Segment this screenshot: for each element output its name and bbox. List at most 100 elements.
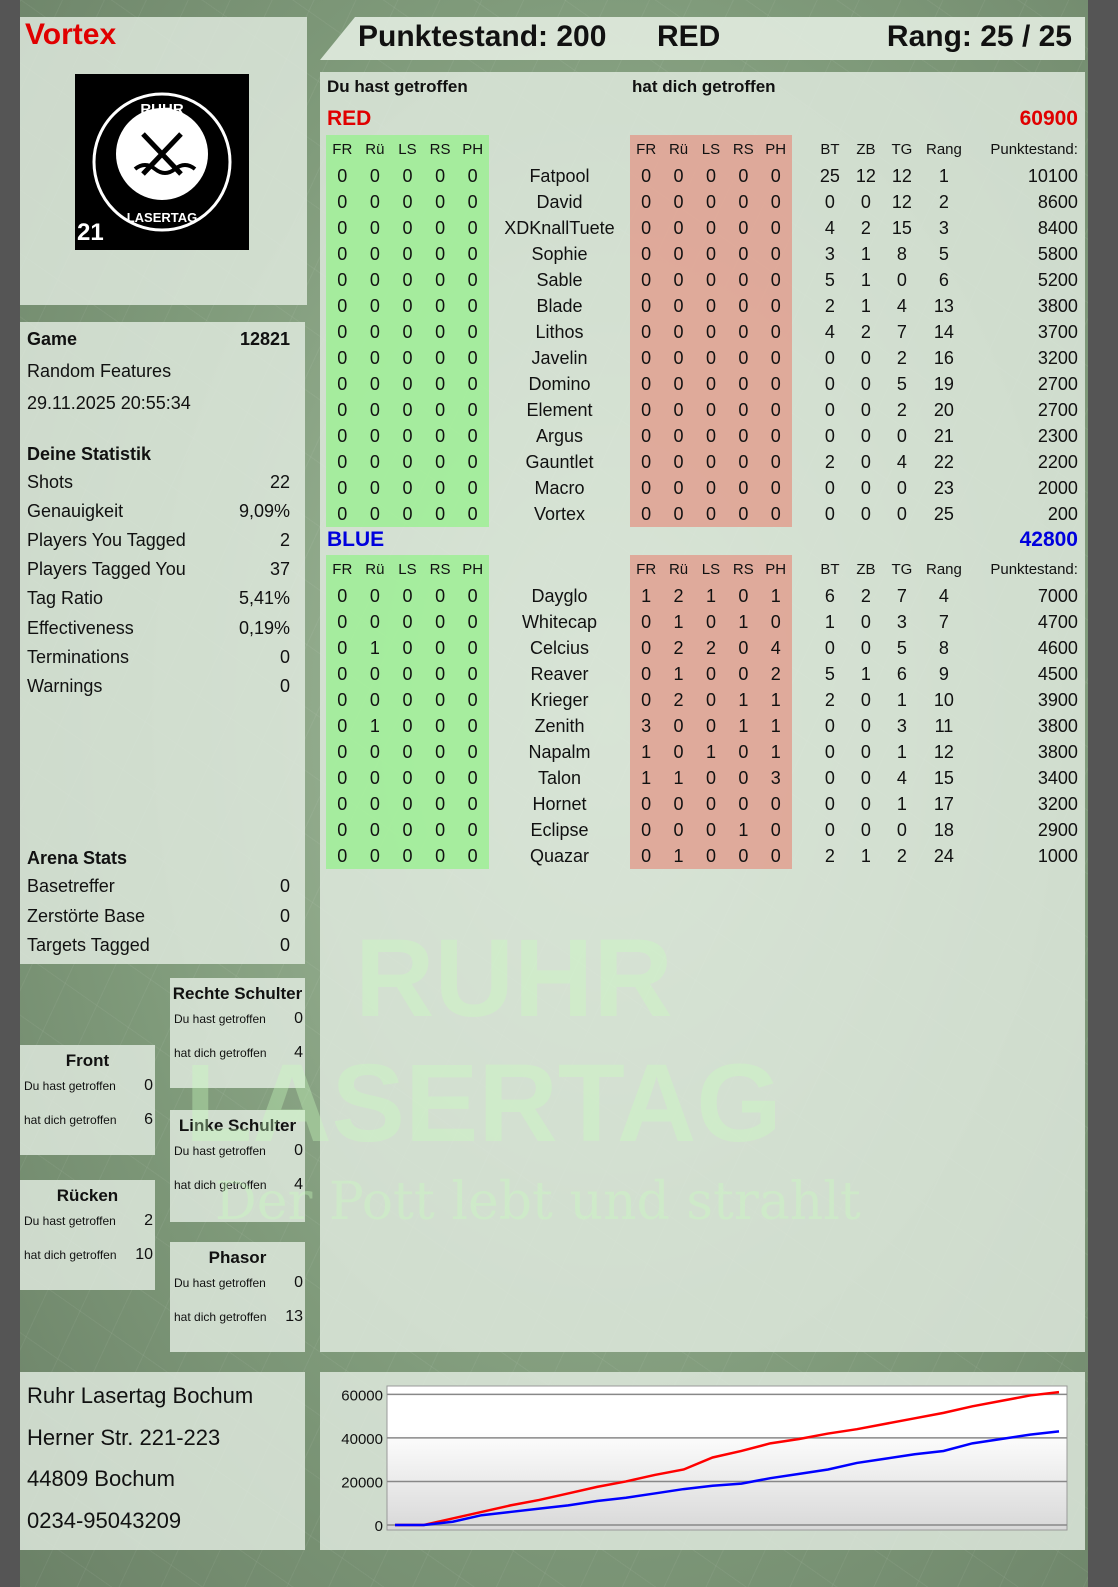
stat-1-value: 9,09% — [238, 501, 290, 522]
you-hit-cell: 0 — [369, 348, 380, 368]
you-hit-cell: 0 — [337, 166, 348, 186]
stat-6-value: 0 — [279, 646, 290, 667]
tg-cell: 2 — [896, 846, 907, 866]
column-header: Rü — [668, 141, 689, 158]
score-cell: 4500 — [1037, 664, 1078, 684]
score-cell: 3400 — [1037, 768, 1078, 788]
column-header: Rang — [925, 141, 962, 158]
hit-you-cell: 0 — [641, 322, 652, 342]
you-hit-cell: 0 — [435, 296, 446, 316]
you-hit-cell: 0 — [435, 426, 446, 446]
player-name-cell[interactable]: Hornet — [532, 794, 587, 814]
hit-you-cell: 0 — [641, 690, 652, 710]
logo: RUHR LASERTAG 21 — [75, 74, 249, 250]
player-name-cell[interactable]: Whitecap — [521, 612, 597, 632]
game-mode-label: Random Features — [27, 361, 172, 381]
you-hit-cell: 0 — [402, 664, 413, 684]
you-hit-cell: 0 — [467, 586, 478, 606]
player-name-cell[interactable]: Element — [526, 400, 593, 420]
zone-title: Rücken — [56, 1186, 119, 1205]
spacer — [792, 293, 812, 319]
hit-you-cell: 1 — [738, 716, 749, 736]
y-tick-label: 60000 — [341, 1387, 383, 1404]
player-name-cell[interactable]: Napalm — [528, 742, 591, 762]
tg-cell: 0 — [896, 504, 907, 524]
player-name-cell[interactable]: Vortex — [533, 504, 585, 524]
player-name-cell[interactable]: Celcius — [529, 638, 589, 658]
player-name-cell[interactable]: Fatpool — [529, 166, 590, 186]
bt-cell: 0 — [824, 478, 835, 498]
score-cell: 3800 — [1037, 716, 1078, 736]
rank-cell: 2 — [938, 192, 949, 212]
hit-you-cell: 0 — [673, 400, 684, 420]
player-name-cell[interactable]: Quazar — [529, 846, 589, 866]
address-panel — [20, 1372, 305, 1550]
zone-got-label: hat dich getroffen — [24, 1248, 117, 1262]
zone-got-label: hat dich getroffen — [174, 1178, 267, 1192]
hit-you-cell: 1 — [673, 768, 684, 788]
player-name-cell[interactable]: Eclipse — [530, 820, 589, 840]
you-hit-cell: 0 — [467, 374, 478, 394]
player-name-cell[interactable]: Argus — [535, 426, 583, 446]
you-hit-cell: 0 — [369, 690, 380, 710]
column-header: Rü — [365, 561, 385, 578]
player-name-cell[interactable]: Macro — [534, 478, 585, 498]
column-header — [792, 137, 812, 163]
score-cell: 7000 — [1037, 586, 1078, 606]
you-hit-cell: 0 — [435, 504, 446, 524]
hit-you-cell: 0 — [673, 322, 684, 342]
hit-you-cell: 0 — [705, 846, 716, 866]
you-hit-cell: 0 — [369, 504, 380, 524]
hit-you-cell: 0 — [738, 192, 749, 212]
player-name-cell[interactable]: Sable — [536, 270, 583, 290]
column-header: BT — [820, 561, 840, 578]
hit-you-cell: 0 — [738, 218, 749, 238]
hit-you-cell: 1 — [705, 586, 716, 606]
address-line: 0234-95043209 — [27, 1507, 182, 1533]
you-hit-cell: 0 — [402, 742, 413, 762]
player-name-cell[interactable]: XDKnallTuete — [504, 218, 615, 238]
player-name-cell[interactable]: Domino — [528, 374, 591, 394]
player-name-cell[interactable]: David — [536, 192, 583, 212]
rank-cell: 9 — [938, 664, 949, 684]
player-name-cell[interactable]: Lithos — [535, 322, 584, 342]
you-hit-cell: 0 — [467, 820, 478, 840]
column-header — [489, 137, 630, 163]
hit-you-cell: 0 — [705, 612, 716, 632]
player-name-cell[interactable]: Talon — [537, 768, 581, 788]
hit-you-column-bg — [630, 555, 792, 869]
hit-you-cell: 0 — [770, 478, 781, 498]
player-name-cell[interactable]: Dayglo — [531, 586, 588, 606]
series-line-1 — [395, 1430, 1060, 1527]
player-name-cell[interactable]: Zenith — [534, 716, 585, 736]
spacer — [792, 739, 812, 765]
zb-cell: 0 — [860, 794, 871, 814]
you-hit-cell: 0 — [467, 690, 478, 710]
zb-cell: 0 — [860, 478, 871, 498]
you-hit-cell: 0 — [402, 846, 413, 866]
hit-you-cell: 0 — [770, 192, 781, 212]
you-hit-cell: 0 — [467, 664, 478, 684]
zone-hit-value: 0 — [144, 1077, 153, 1094]
y-tick-label: 0 — [375, 1518, 383, 1535]
player-name-cell[interactable]: Sophie — [531, 244, 588, 264]
player-name-cell[interactable]: Javelin — [531, 348, 588, 368]
series-line-0 — [395, 1390, 1060, 1527]
player-name-cell[interactable]: Krieger — [530, 690, 589, 710]
rank-cell: 19 — [933, 374, 954, 394]
you-hit-column-bg — [326, 555, 489, 869]
player-name-cell[interactable]: Blade — [536, 296, 583, 316]
spacer — [792, 791, 812, 817]
column-header: RS — [732, 561, 754, 578]
spacer — [792, 423, 812, 449]
you-hit-cell: 0 — [337, 612, 348, 632]
column-header: Rü — [668, 561, 689, 578]
player-name-cell[interactable]: Reaver — [530, 664, 589, 684]
hit-you-cell: 0 — [738, 846, 749, 866]
you-hit-cell: 0 — [337, 426, 348, 446]
player-name-cell[interactable]: Gauntlet — [525, 452, 594, 472]
hit-you-cell: 0 — [673, 374, 684, 394]
bt-cell: 6 — [824, 586, 835, 606]
you-hit-cell: 0 — [369, 400, 380, 420]
you-hit-cell: 0 — [467, 218, 478, 238]
